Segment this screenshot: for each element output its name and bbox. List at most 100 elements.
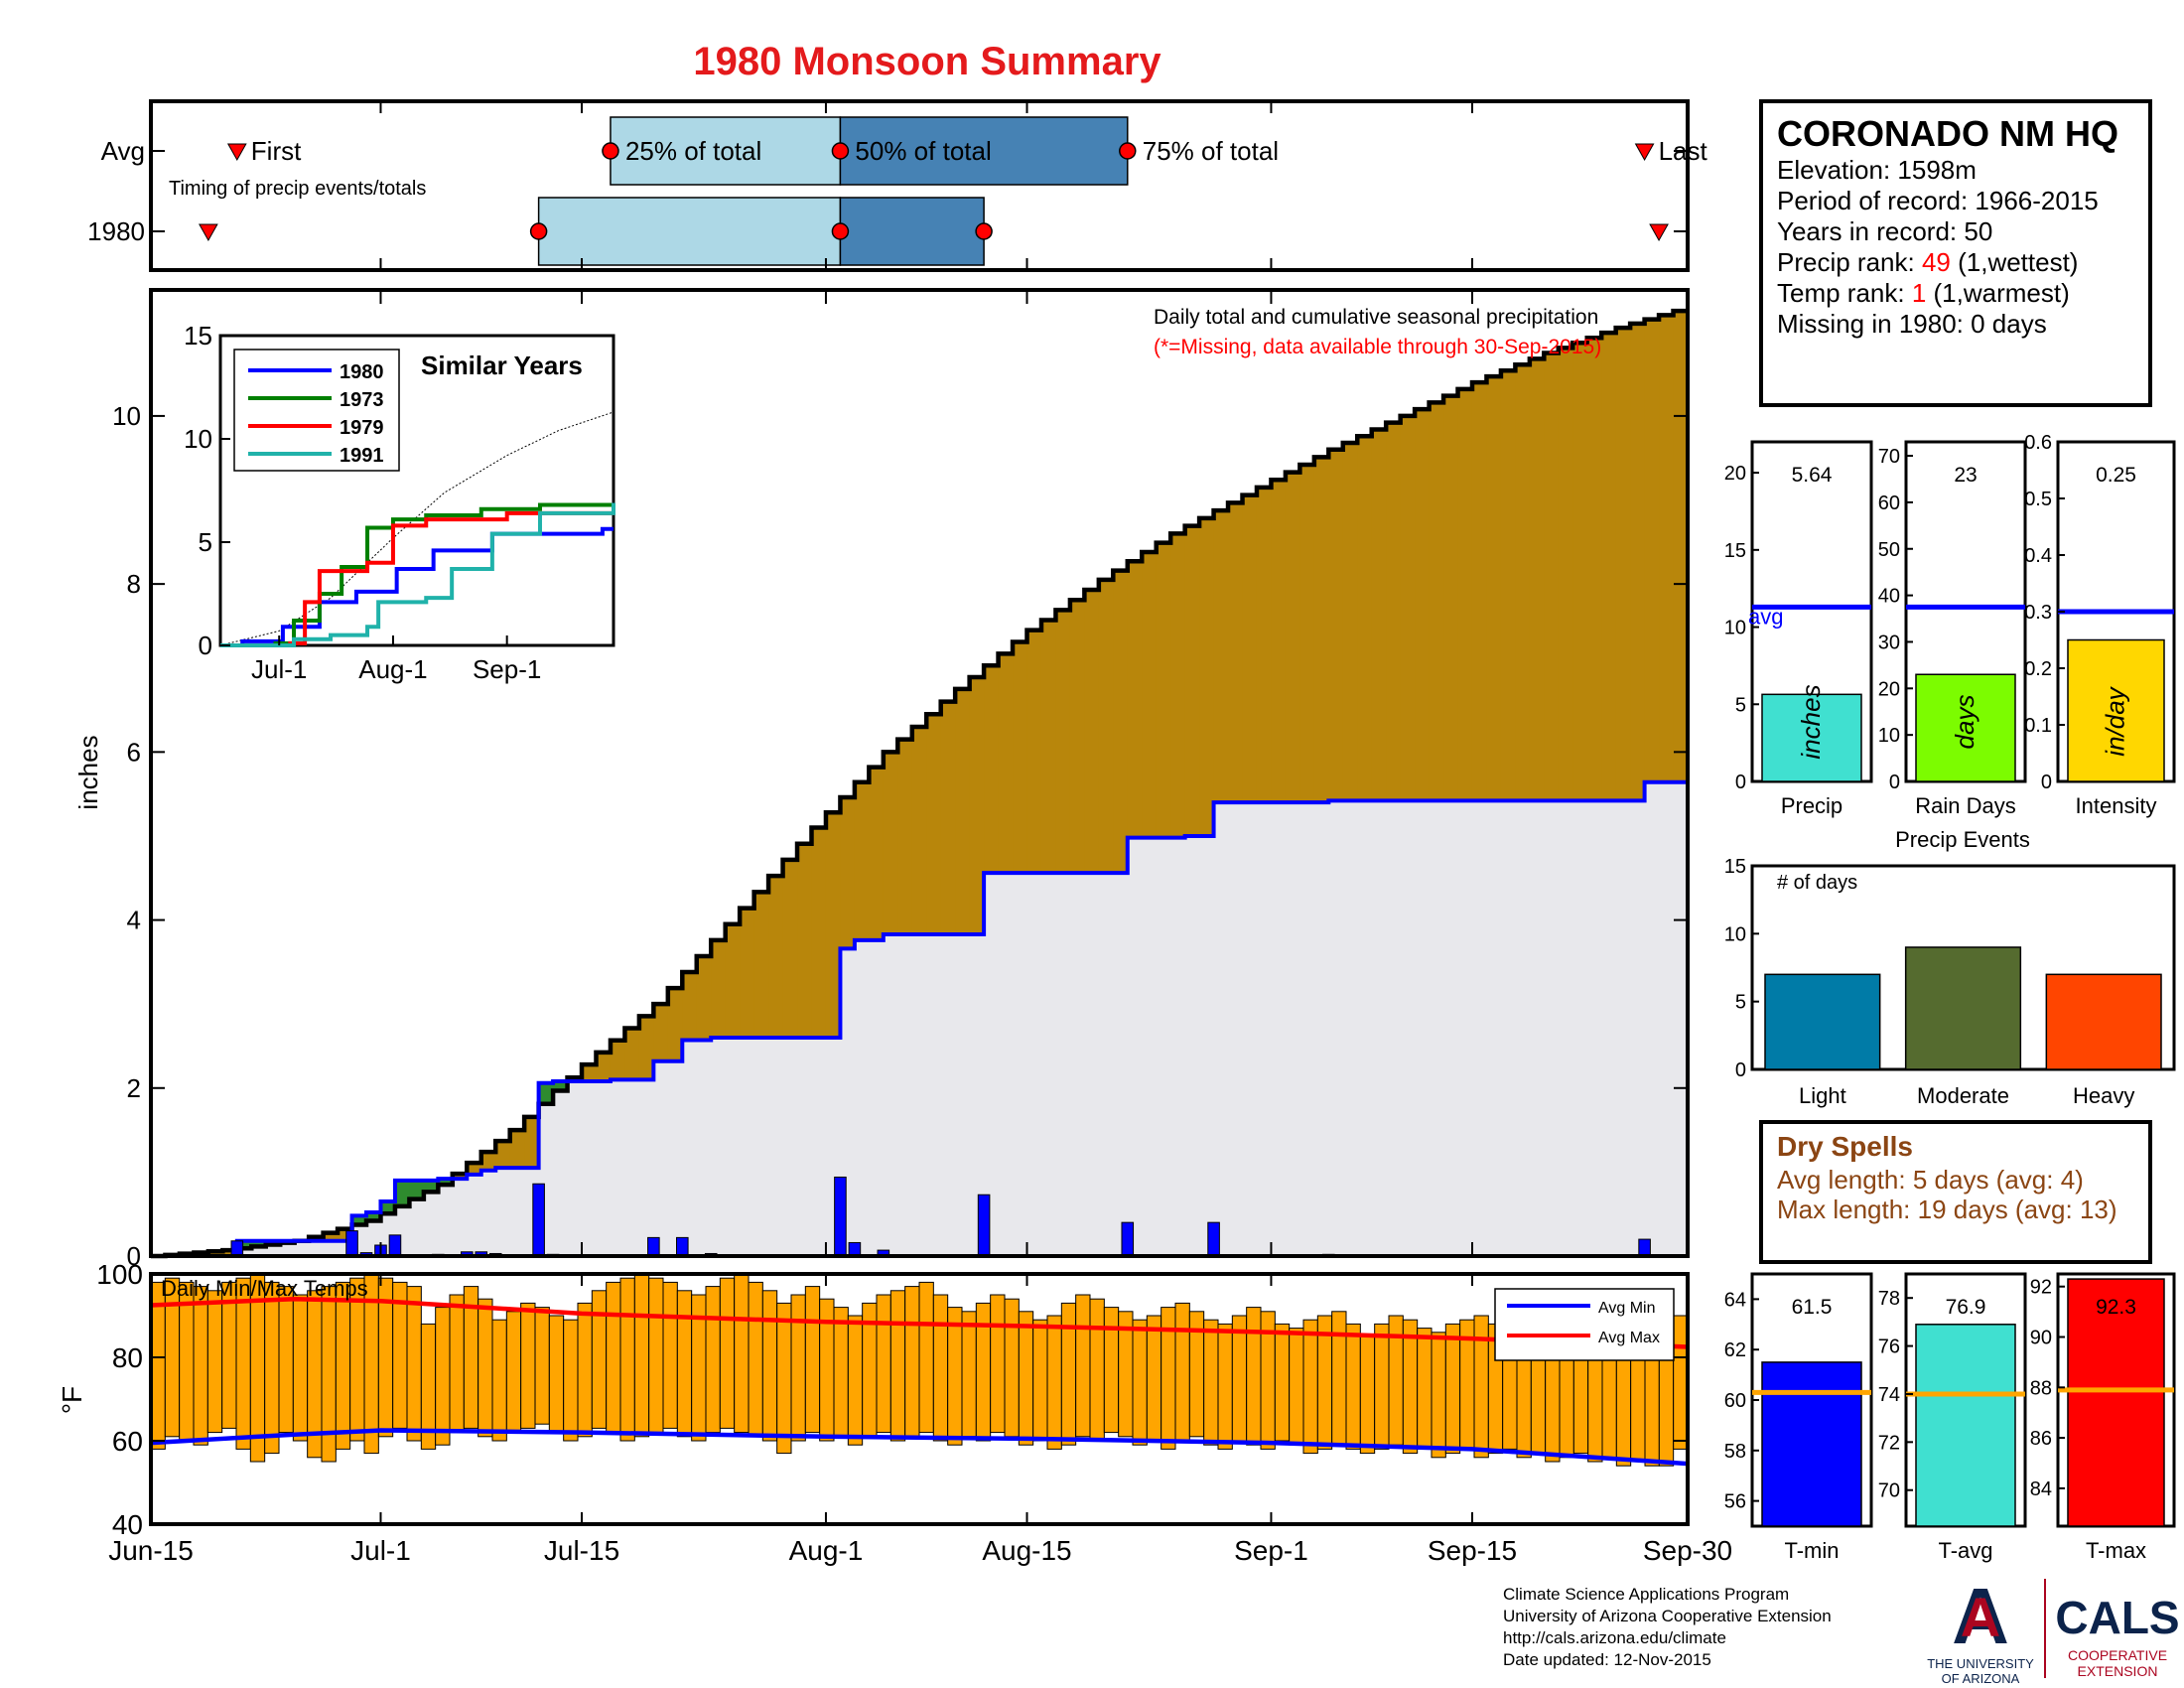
temp-daily-bar bbox=[505, 1311, 522, 1434]
precip-events-ytick-label: 10 bbox=[1724, 923, 1746, 945]
temps-xtick-label: Jul-1 bbox=[350, 1535, 411, 1566]
temp-daily-bar bbox=[734, 1273, 750, 1434]
temps-xtick-label: Jun-15 bbox=[108, 1535, 194, 1566]
precip-ytick-label: 6 bbox=[127, 737, 141, 767]
t-max-ytick-label: 90 bbox=[2030, 1328, 2052, 1349]
precip-surplus-fill bbox=[394, 1180, 411, 1206]
intensity-ytick-label: 0 bbox=[2041, 772, 2052, 793]
precip-deficit-fill bbox=[222, 1250, 238, 1256]
precip-total-ytick-label: 0 bbox=[1735, 772, 1746, 793]
temp-daily-bar bbox=[1146, 1315, 1162, 1442]
precip-deficit-fill bbox=[467, 1163, 482, 1175]
temps-ylabel: °F bbox=[57, 1386, 87, 1414]
precip-deficit-fill bbox=[582, 1064, 598, 1082]
precip-events-bar-light bbox=[1764, 973, 1881, 1070]
temp-daily-bar bbox=[292, 1294, 309, 1442]
precip-plot-frame bbox=[149, 288, 1690, 1258]
precip-events-bar-moderate bbox=[1904, 946, 2022, 1070]
precip-deficit-fill bbox=[897, 739, 913, 934]
ua-logo-letter-inner: A bbox=[1961, 1586, 2000, 1648]
y1980-q25-marker bbox=[529, 222, 548, 240]
precip-total-avg-label: avg bbox=[1748, 604, 1783, 629]
temp-daily-bar bbox=[833, 1307, 849, 1438]
precip-deficit-fill bbox=[1013, 641, 1028, 874]
rain-days-unit: days bbox=[1950, 695, 1979, 750]
precip-surplus-fill bbox=[380, 1201, 396, 1214]
precip-deficit-fill bbox=[1313, 457, 1329, 803]
temp-daily-bar bbox=[990, 1294, 1006, 1434]
rain-days-value: 23 bbox=[1954, 464, 1977, 487]
footer-line: http://cals.arizona.edu/climate bbox=[1503, 1628, 1726, 1647]
similar-years-ytick-label: 15 bbox=[184, 321, 212, 351]
temp-daily-bar bbox=[1246, 1307, 1262, 1446]
precip-deficit-fill bbox=[1357, 436, 1373, 801]
precip-deficit-fill bbox=[207, 1251, 223, 1256]
precip-1980-fill bbox=[151, 781, 1688, 1256]
precip-deficit-fill bbox=[1558, 348, 1573, 801]
dry-spells-max-length: Max length: 19 days (avg: 13) bbox=[1777, 1195, 2117, 1224]
precip-ylabel: inches bbox=[73, 735, 103, 809]
ua-logo-line2: OF ARIZONA bbox=[1942, 1671, 2020, 1686]
precip-daily-bar bbox=[848, 1241, 862, 1257]
similar-years-xtick-label: Aug-1 bbox=[358, 654, 427, 684]
temps-legend-label-max: Avg Max bbox=[1598, 1330, 1660, 1346]
precip-deficit-fill bbox=[1055, 610, 1071, 874]
precip-daily-bar bbox=[1121, 1221, 1135, 1257]
page-title: 1980 Monsoon Summary bbox=[693, 40, 1161, 83]
t-avg-bar bbox=[1915, 1324, 2016, 1527]
precip-deficit-fill bbox=[638, 1016, 654, 1080]
y1980-q75-marker bbox=[975, 222, 993, 240]
temp-daily-bar bbox=[947, 1307, 963, 1446]
cals-logo-text: CALS bbox=[2055, 1592, 2179, 1643]
temps-ytick-label: 80 bbox=[112, 1342, 143, 1373]
temp-daily-bar bbox=[1231, 1315, 1248, 1442]
precip-total-ytick-label: 20 bbox=[1724, 463, 1746, 485]
precip-total-ytick-label: 5 bbox=[1735, 694, 1746, 716]
temp-daily-bar bbox=[1004, 1298, 1020, 1438]
precip-deficit-fill bbox=[1242, 494, 1258, 803]
dry-spells-box bbox=[1759, 1120, 2152, 1264]
avg-q75-marker bbox=[1119, 142, 1137, 160]
intensity-ytick-label: 0.5 bbox=[2024, 489, 2052, 510]
precip-deficit-fill bbox=[725, 923, 741, 1039]
similar-years-title: Similar Years bbox=[421, 351, 583, 380]
y1980-q25-q50-bar bbox=[537, 197, 842, 266]
avg-first-marker bbox=[226, 143, 247, 162]
temps-ytick-label: 40 bbox=[112, 1509, 143, 1540]
temp-daily-bar bbox=[435, 1307, 451, 1446]
precip-1980-line bbox=[151, 779, 1688, 1258]
cals-logo-line1: COOPERATIVE bbox=[2068, 1647, 2167, 1663]
t-avg-value: 76.9 bbox=[1946, 1296, 1986, 1319]
precip-deficit-fill bbox=[524, 1116, 540, 1169]
precip-daily-bar bbox=[532, 1183, 545, 1257]
t-max-ytick-label: 86 bbox=[2030, 1428, 2052, 1450]
precip-deficit-fill bbox=[926, 714, 942, 934]
precip-deficit-fill bbox=[911, 726, 927, 934]
avg-last-marker bbox=[1634, 143, 1655, 162]
precip-deficit-fill bbox=[768, 876, 784, 1039]
similar-years-legend-label-1991: 1991 bbox=[340, 445, 384, 467]
temp-daily-bar bbox=[520, 1302, 536, 1429]
precip-surplus-fill bbox=[409, 1180, 425, 1199]
ua-logo-line1: THE UNIVERSITY bbox=[1927, 1656, 2034, 1671]
station-temp-rank-value: 1 bbox=[1912, 278, 1926, 308]
precip-deficit-fill bbox=[667, 988, 683, 1061]
precip-events-ytick-label: 5 bbox=[1735, 992, 1746, 1014]
precip-surplus-fill bbox=[438, 1179, 454, 1186]
precip-deficit-fill bbox=[1386, 422, 1402, 801]
similar-years-legend-label-1979: 1979 bbox=[340, 417, 384, 439]
precip-deficit-fill bbox=[1228, 502, 1244, 803]
temp-daily-bar bbox=[1060, 1302, 1077, 1446]
t-avg-category: T-avg bbox=[1938, 1538, 1992, 1563]
precip-events-label-light: Light bbox=[1799, 1083, 1846, 1108]
station-years: Years in record: 50 bbox=[1777, 216, 1992, 246]
temps-legend bbox=[1494, 1288, 1675, 1361]
timing-caption: Timing of precip events/totals bbox=[169, 178, 426, 200]
precip-deficit-fill bbox=[825, 812, 842, 1039]
similar-years-legend-label-1973: 1973 bbox=[340, 389, 384, 411]
temp-daily-bar bbox=[847, 1315, 864, 1446]
intensity-ytick-label: 0.1 bbox=[2024, 715, 2052, 737]
precip-deficit-fill bbox=[1142, 551, 1158, 838]
precip-deficit-fill bbox=[969, 677, 985, 934]
precip-deficit-fill bbox=[1328, 449, 1344, 801]
